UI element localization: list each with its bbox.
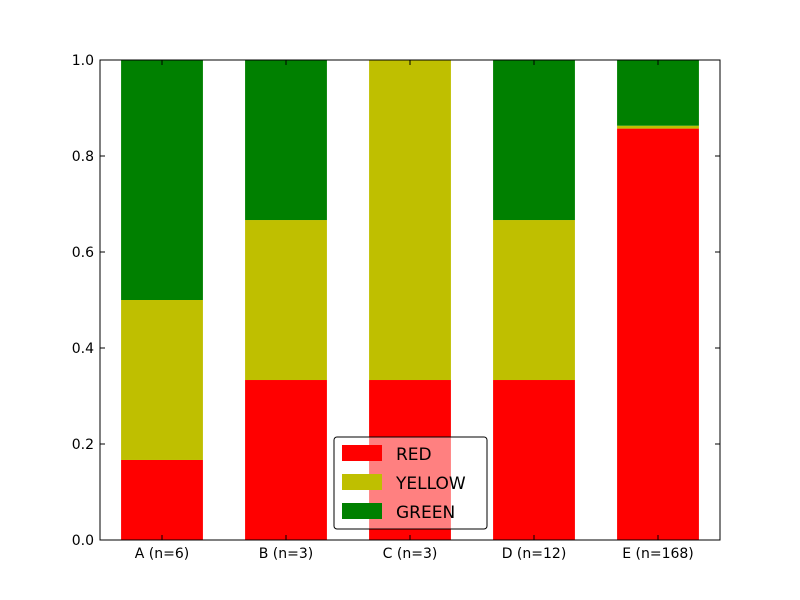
y-tick-label: 0.6 — [72, 245, 94, 261]
bar-yellow-0 — [121, 300, 203, 460]
y-tick-label: 0.8 — [72, 149, 94, 165]
bar-green-1 — [245, 60, 327, 221]
legend-label-red: RED — [396, 445, 432, 465]
legend-label-green: GREEN — [396, 503, 455, 523]
bar-red-3 — [493, 380, 575, 540]
bar-green-4 — [617, 60, 699, 126]
bar-green-3 — [493, 60, 575, 221]
bar-red-4 — [617, 128, 699, 541]
bar-red-0 — [121, 459, 203, 540]
bar-yellow-4 — [617, 125, 699, 129]
y-tick-label: 1.0 — [72, 53, 94, 69]
x-tick-label: A (n=6) — [135, 546, 189, 562]
y-tick-label: 0.0 — [72, 533, 94, 549]
legend: RED YELLOW GREEN — [333, 436, 488, 530]
y-tick-label: 0.4 — [72, 341, 94, 357]
bar-yellow-1 — [245, 220, 327, 381]
legend-swatch-green — [342, 503, 382, 519]
legend-swatch-yellow — [342, 474, 382, 490]
y-tick-label: 0.2 — [72, 437, 94, 453]
ticks-layer: 0.0 0.2 0.4 0.6 0.8 1.0 A (n=6) B (n=3) C (n=3) D… — [72, 53, 720, 562]
bar-green-0 — [121, 60, 203, 300]
legend-swatch-red — [342, 445, 382, 461]
x-tick-label: C (n=3) — [383, 546, 438, 562]
x-tick-label: D (n=12) — [502, 546, 567, 562]
bar-red-1 — [245, 380, 327, 540]
x-tick-label: B (n=3) — [259, 546, 314, 562]
legend-label-yellow: YELLOW — [395, 474, 466, 494]
x-tick-label: E (n=168) — [622, 546, 694, 562]
bar-yellow-2 — [369, 60, 451, 381]
bar-yellow-3 — [493, 220, 575, 381]
